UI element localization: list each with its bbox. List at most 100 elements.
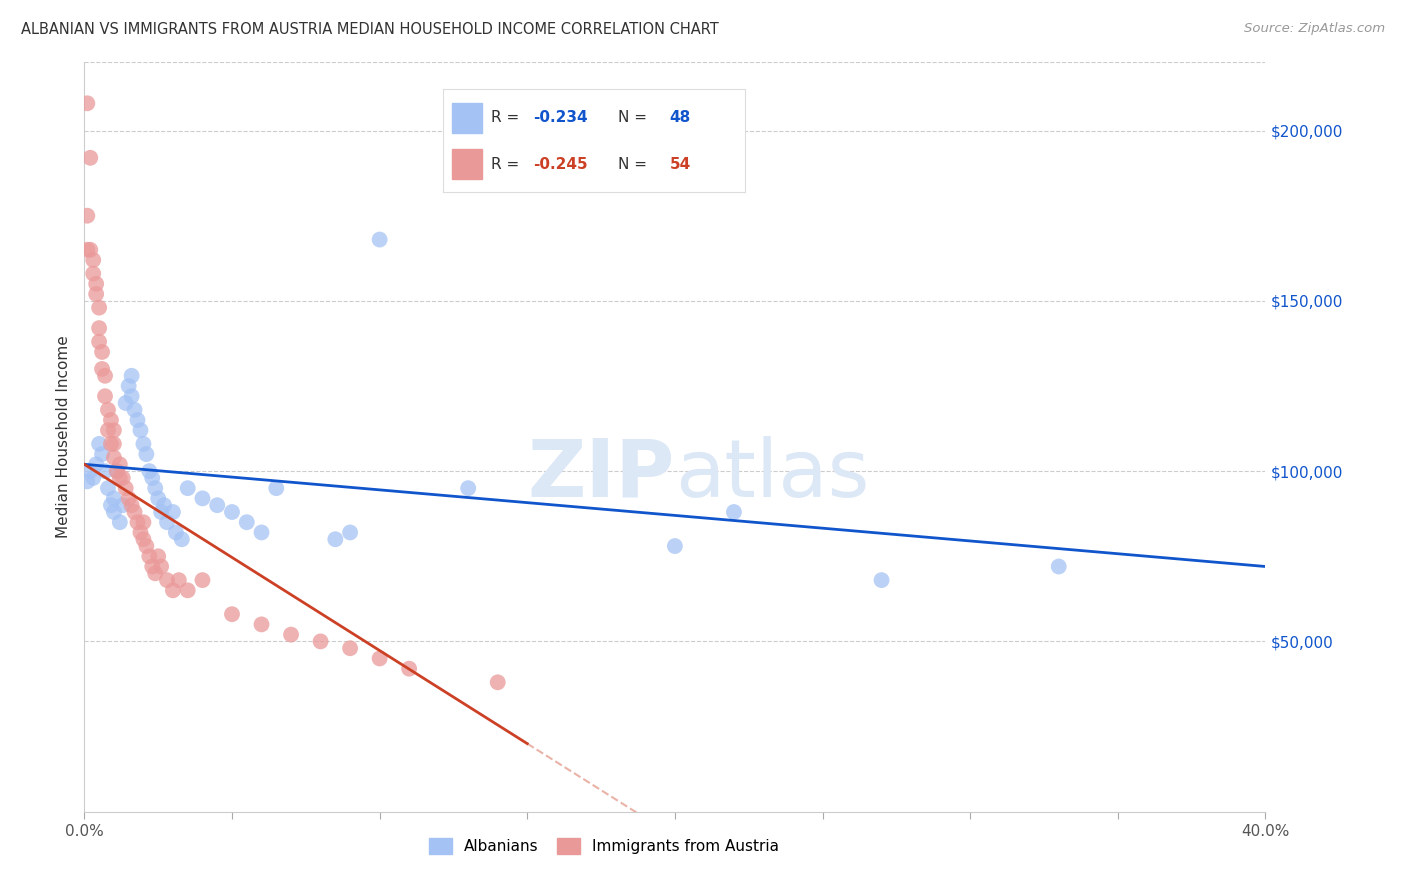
Point [486, 675, 509, 690]
Point [129, 423, 152, 437]
Point [108, 458, 131, 472]
Point [191, 491, 214, 506]
Point [266, 481, 288, 495]
Text: ALBANIAN VS IMMIGRANTS FROM AUSTRIA MEDIAN HOUSEHOLD INCOME CORRELATION CHART: ALBANIAN VS IMMIGRANTS FROM AUSTRIA MEDI… [21, 22, 718, 37]
Point [118, 379, 141, 393]
Text: 54: 54 [669, 157, 690, 171]
Point [108, 471, 131, 485]
Text: -0.245: -0.245 [534, 157, 588, 171]
Point [135, 447, 157, 461]
Point [156, 573, 179, 587]
Point [191, 573, 214, 587]
Point [76, 243, 98, 257]
Point [82, 252, 104, 267]
Point [76, 96, 98, 111]
Text: N =: N = [619, 111, 652, 126]
Point [129, 525, 152, 540]
Point [127, 413, 149, 427]
Point [105, 464, 128, 478]
Point [94, 368, 117, 383]
Point [177, 583, 200, 598]
Point [141, 471, 163, 485]
Point [132, 437, 155, 451]
Point [97, 402, 120, 417]
Point [103, 491, 125, 506]
Point [105, 464, 128, 478]
Text: R =: R = [491, 157, 524, 171]
Legend: Albanians, Immigrants from Austria: Albanians, Immigrants from Austria [423, 832, 785, 860]
Point [221, 505, 243, 519]
Point [162, 583, 184, 598]
Point [236, 515, 259, 529]
Point [76, 475, 98, 489]
Point [121, 389, 143, 403]
Point [82, 267, 104, 281]
Point [339, 641, 361, 656]
Point [79, 243, 101, 257]
Point [91, 362, 114, 376]
Point [141, 559, 163, 574]
Point [153, 498, 176, 512]
Text: N =: N = [619, 157, 652, 171]
Point [111, 498, 134, 512]
Point [103, 437, 125, 451]
Point [108, 515, 131, 529]
Point [132, 533, 155, 547]
Point [103, 450, 125, 465]
Point [138, 464, 160, 478]
Point [250, 617, 273, 632]
Text: 48: 48 [669, 111, 690, 126]
Point [1047, 559, 1070, 574]
Bar [451, 103, 482, 133]
Point [100, 413, 122, 427]
Point [97, 481, 120, 495]
Point [162, 505, 184, 519]
Text: Source: ZipAtlas.com: Source: ZipAtlas.com [1244, 22, 1385, 36]
Point [870, 573, 893, 587]
Point [280, 627, 302, 641]
Point [103, 423, 125, 437]
Point [309, 634, 332, 648]
Point [132, 515, 155, 529]
Point [325, 533, 347, 547]
Bar [451, 149, 482, 179]
Point [84, 277, 107, 291]
Point [103, 505, 125, 519]
Point [723, 505, 745, 519]
Point [94, 464, 117, 478]
Point [368, 651, 391, 665]
Point [84, 287, 107, 301]
Point [121, 498, 143, 512]
Point [664, 539, 686, 553]
Point [250, 525, 273, 540]
Point [91, 447, 114, 461]
Point [148, 549, 170, 564]
Point [114, 396, 136, 410]
Point [91, 345, 114, 359]
Point [221, 607, 243, 622]
Point [111, 471, 134, 485]
Point [79, 464, 101, 478]
Point [143, 566, 166, 581]
Point [167, 573, 190, 587]
Text: R =: R = [491, 111, 524, 126]
Point [124, 402, 146, 417]
Point [100, 498, 122, 512]
Point [339, 525, 361, 540]
Point [87, 321, 111, 335]
Point [100, 437, 122, 451]
Point [97, 423, 120, 437]
Point [79, 151, 101, 165]
Point [177, 481, 200, 495]
Point [76, 209, 98, 223]
Y-axis label: Median Household Income: Median Household Income [56, 335, 72, 539]
Point [114, 481, 136, 495]
Point [87, 437, 111, 451]
Point [138, 549, 160, 564]
Point [135, 539, 157, 553]
Text: atlas: atlas [675, 435, 869, 514]
Point [121, 368, 143, 383]
Text: -0.234: -0.234 [534, 111, 588, 126]
Point [143, 481, 166, 495]
Point [118, 491, 141, 506]
